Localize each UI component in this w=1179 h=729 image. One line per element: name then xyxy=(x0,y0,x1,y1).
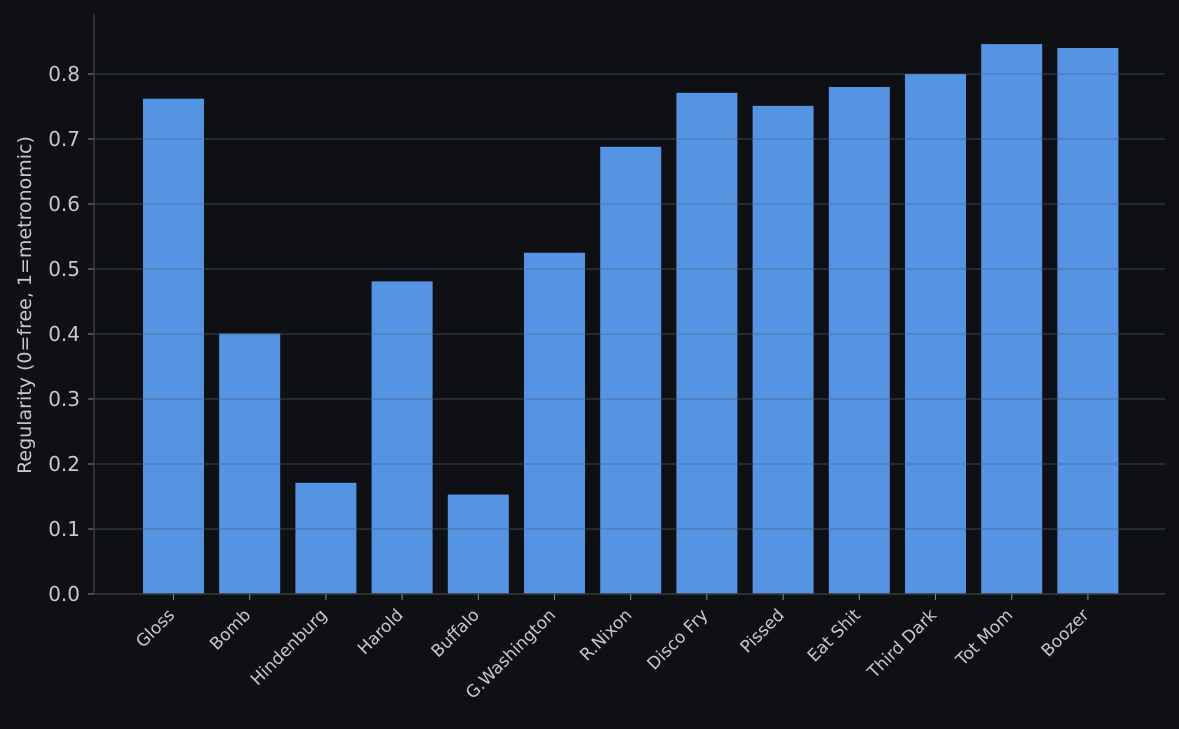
y-tick-label: 0.2 xyxy=(48,452,80,476)
y-tick-label: 0.5 xyxy=(48,257,80,281)
bar-tot-mom xyxy=(981,44,1043,595)
bar-buffalo xyxy=(447,494,509,594)
bar-eat-shit xyxy=(828,87,890,594)
bar-pissed xyxy=(752,105,814,594)
bar-gloss xyxy=(143,98,204,594)
y-tick-label: 0.6 xyxy=(48,192,80,216)
axes xyxy=(88,14,1165,600)
bar-hindenburg xyxy=(295,482,357,594)
y-tick-label: 0.3 xyxy=(48,387,80,411)
bar-disco-fry xyxy=(676,92,738,594)
y-tick-label: 0.0 xyxy=(48,582,80,606)
y-tick-label: 0.8 xyxy=(48,62,80,86)
bar-harold xyxy=(371,281,433,594)
bar-g-washington xyxy=(524,252,585,594)
bar-boozer xyxy=(1057,48,1119,594)
bars xyxy=(143,44,1119,595)
bar-r-nixon xyxy=(600,146,662,595)
y-tick-label: 0.7 xyxy=(48,127,80,151)
y-axis-title: Regularity (0=free, 1=metronomic) xyxy=(14,136,36,474)
y-tick-label: 0.4 xyxy=(48,322,80,346)
y-tick-label: 0.1 xyxy=(48,517,80,541)
